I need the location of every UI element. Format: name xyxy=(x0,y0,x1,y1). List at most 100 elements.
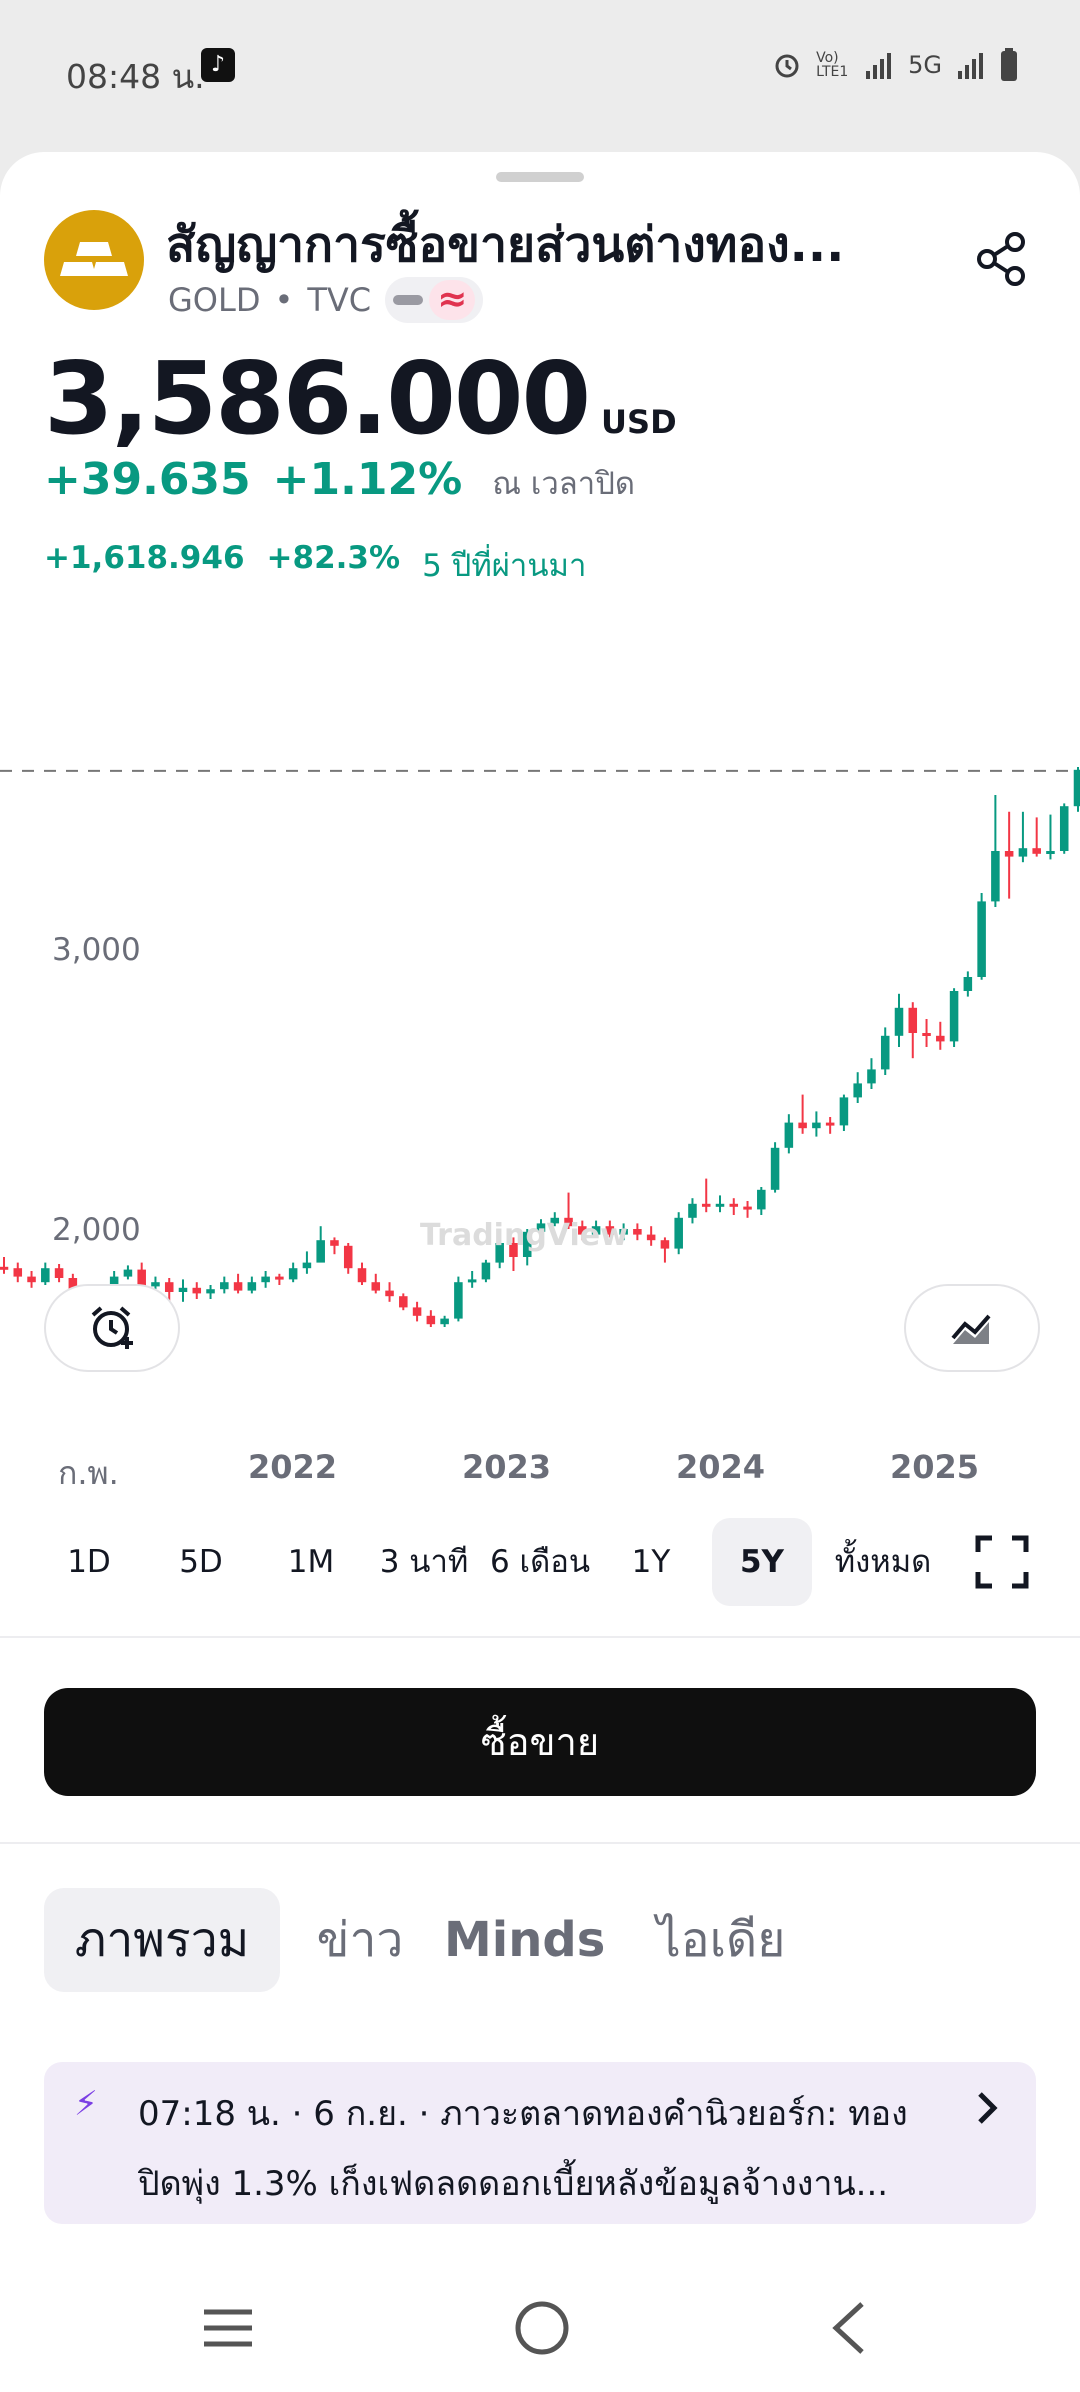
lte-label: Vo) LTE1 xyxy=(816,50,849,80)
change-absolute: +39.635 xyxy=(44,454,251,505)
candle xyxy=(233,1273,243,1294)
indicators-button[interactable] xyxy=(904,1284,1040,1372)
signal-icon-2 xyxy=(958,53,983,79)
symbol-sheet: สัญญาการซื้อขายส่วนต่างทอง... GOLD • TVC… xyxy=(0,152,1080,2392)
candle-body xyxy=(701,1203,711,1207)
candle xyxy=(247,1276,257,1294)
candle xyxy=(798,1094,807,1134)
tab-overview[interactable]: ภาพรวม xyxy=(44,1888,280,1992)
candle xyxy=(812,1111,821,1137)
candle-body xyxy=(1046,851,1055,854)
back-icon[interactable] xyxy=(826,2298,872,2358)
candle-body xyxy=(578,1226,587,1235)
add-alert-button[interactable] xyxy=(44,1284,180,1372)
y-tick-label: 3,000 xyxy=(52,932,141,968)
range-selector: 1D 5D 1M 3 นาที 6 เดือน 1Y 5Y ทั้งหมด xyxy=(30,1518,1030,1606)
candle-body xyxy=(137,1269,146,1287)
candle-body xyxy=(839,1097,849,1126)
range-all[interactable]: ทั้งหมด xyxy=(834,1544,932,1580)
candle-body xyxy=(357,1268,367,1283)
candle xyxy=(426,1310,436,1327)
candle-body xyxy=(536,1223,546,1232)
range-3m[interactable]: 3 นาที xyxy=(379,1544,469,1580)
perf-period: 5 ปีที่ผ่านมา xyxy=(422,548,587,584)
divider xyxy=(0,1842,1080,1844)
symbol-ticker: GOLD xyxy=(168,281,261,319)
y-tick-label: 2,000 xyxy=(52,1212,141,1248)
candle xyxy=(330,1237,339,1255)
tab-minds[interactable]: Minds xyxy=(444,1912,606,1968)
candle xyxy=(633,1223,642,1241)
candle-body xyxy=(770,1147,780,1190)
candle-body xyxy=(564,1217,573,1227)
wave-badge: ≈ xyxy=(429,280,476,320)
candle xyxy=(1046,814,1055,860)
candle-body xyxy=(963,977,973,991)
fullscreen-icon[interactable] xyxy=(974,1534,1030,1590)
price-currency: USD xyxy=(601,403,677,441)
candle-body xyxy=(674,1217,683,1249)
candle xyxy=(123,1265,133,1280)
candle xyxy=(660,1237,670,1263)
candle xyxy=(399,1293,408,1311)
change-block: +39.635 +1.12% ณ เวลาปิด xyxy=(44,454,635,508)
candle-body xyxy=(454,1282,463,1319)
candle xyxy=(261,1271,270,1288)
candle xyxy=(908,1002,918,1059)
candle xyxy=(467,1271,477,1288)
sheet-drag-handle[interactable] xyxy=(496,172,584,182)
recent-apps-icon[interactable] xyxy=(200,2298,256,2358)
home-icon[interactable] xyxy=(512,2298,572,2358)
flash-icon: ⚡ xyxy=(74,2084,98,2124)
candle-body xyxy=(164,1282,174,1292)
candle xyxy=(1059,803,1069,854)
candle xyxy=(1073,767,1080,812)
trade-button[interactable]: ซื้อขาย xyxy=(44,1688,1036,1796)
candle-body xyxy=(894,1007,904,1036)
chevron-right-icon xyxy=(978,2092,998,2124)
candle-body xyxy=(688,1203,697,1218)
candle-body xyxy=(330,1240,339,1246)
candle-body xyxy=(481,1262,491,1280)
range-1y[interactable]: 1Y xyxy=(631,1544,671,1580)
candle-body xyxy=(633,1229,642,1235)
candle xyxy=(839,1094,849,1131)
candle-body xyxy=(151,1282,160,1287)
range-5y[interactable]: 5Y xyxy=(712,1518,812,1606)
perf-percent: +82.3% xyxy=(266,540,401,576)
candle-body xyxy=(646,1234,656,1241)
candle-body xyxy=(522,1231,532,1257)
candle xyxy=(701,1178,711,1213)
alarm-icon xyxy=(775,54,799,78)
candle xyxy=(936,1021,945,1050)
candle xyxy=(867,1058,876,1089)
x-tick-label: 2025 xyxy=(890,1448,980,1486)
tab-ideas[interactable]: ไอเดีย xyxy=(656,1912,786,1968)
range-5d[interactable]: 5D xyxy=(179,1544,223,1580)
candle-body xyxy=(467,1279,477,1283)
candle xyxy=(54,1264,64,1283)
x-tick-label: 2024 xyxy=(676,1448,766,1486)
price-chart[interactable]: 3,000 2,000 xyxy=(0,560,1080,1480)
share-icon[interactable] xyxy=(975,230,1029,288)
candle xyxy=(495,1237,504,1269)
symbol-exchange: TVC xyxy=(307,281,372,319)
range-1d[interactable]: 1D xyxy=(67,1544,111,1580)
candle-body xyxy=(220,1282,229,1290)
range-1m[interactable]: 1M xyxy=(287,1544,335,1580)
tab-news[interactable]: ข่าว xyxy=(316,1912,404,1968)
news-card[interactable]: ⚡ 07:18 น. · 6 ก.ย. · ภาวะตลาดทองคำนิวยอ… xyxy=(44,2062,1036,2224)
range-6m[interactable]: 6 เดือน xyxy=(489,1544,591,1580)
candle-body xyxy=(605,1226,615,1235)
symbol-separator: • xyxy=(274,281,294,319)
candle-body xyxy=(825,1122,835,1126)
candle-body xyxy=(288,1268,298,1280)
candle-body xyxy=(991,851,1000,902)
candle xyxy=(578,1220,587,1241)
candle-body xyxy=(302,1262,312,1269)
candle xyxy=(357,1262,367,1285)
tiktok-icon: ♪ xyxy=(201,48,235,82)
candle-body xyxy=(867,1069,876,1084)
signal-icon xyxy=(866,53,892,79)
market-status-pill[interactable]: ≈ xyxy=(385,277,484,323)
